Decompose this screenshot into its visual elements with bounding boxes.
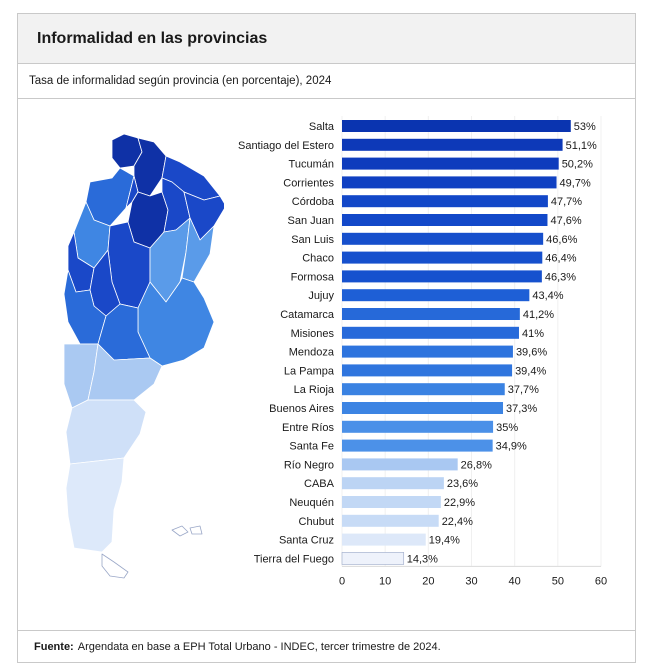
x-tick-label: 10: [379, 575, 391, 587]
bar-value-label: 37,7%: [508, 384, 539, 396]
bar: [341, 552, 405, 565]
category-label: Tucumán: [289, 159, 334, 171]
category-label: Río Negro: [284, 459, 334, 471]
bar-value-label: 43,4%: [532, 290, 563, 302]
bar: [342, 439, 493, 452]
x-tick-label: 60: [595, 575, 607, 587]
category-label: Córdoba: [292, 196, 335, 208]
bar: [342, 364, 513, 377]
bar: [342, 383, 505, 396]
bar-value-label: 41%: [522, 328, 544, 340]
bar: [342, 157, 559, 170]
category-label: Neuquén: [289, 497, 334, 509]
bar: [342, 251, 543, 264]
bar: [342, 477, 444, 490]
x-tick-label: 30: [465, 575, 477, 587]
category-label: Catamarca: [280, 309, 335, 321]
bar-chart: 0 10 20 30 40 50 60 Salta 53% Santiago del Estero…: [238, 116, 607, 587]
bar: [342, 232, 544, 245]
category-label: Buenos Aires: [269, 403, 334, 415]
map-region-malvinas: [171, 525, 203, 537]
category-label: Formosa: [291, 271, 335, 283]
bar: [342, 120, 571, 132]
bar-value-label: 53%: [574, 121, 596, 133]
category-label: La Pampa: [284, 365, 335, 377]
category-label: San Juan: [288, 215, 334, 227]
category-label: San Luis: [291, 234, 334, 246]
bar-value-label: 46,6%: [546, 234, 577, 246]
category-label: Chubut: [299, 516, 334, 528]
bar: [342, 496, 441, 508]
bar: [342, 402, 504, 414]
chart-card: Informalidad en las provincias Tasa de i…: [17, 13, 636, 663]
bar-value-label: 23,6%: [447, 478, 478, 490]
bar-value-label: 39,4%: [515, 365, 546, 377]
bar-value-label: 22,9%: [444, 497, 475, 509]
bar: [342, 326, 519, 339]
map-region-chubut: [65, 399, 147, 465]
category-label: Chaco: [302, 253, 334, 265]
bar: [342, 195, 548, 208]
argentina-map: [63, 133, 224, 579]
bar-value-label: 37,3%: [506, 403, 537, 415]
bar: [342, 270, 542, 283]
bar: [342, 345, 513, 358]
map-region-entrerios: [181, 217, 215, 283]
chart-title: Informalidad en las provincias: [37, 29, 268, 47]
category-label: Santa Fe: [289, 441, 334, 453]
bar: [342, 138, 563, 151]
footer-label: Fuente:: [34, 640, 74, 653]
category-label: Santiago del Estero: [238, 140, 334, 152]
x-tick-label: 40: [509, 575, 521, 587]
bar: [342, 458, 458, 471]
category-label: Jujuy: [308, 290, 334, 302]
category-label: Misiones: [291, 328, 335, 340]
bar: [342, 533, 426, 546]
category-label: La Rioja: [294, 384, 335, 396]
category-label: Santa Cruz: [279, 535, 334, 547]
map-region-rionegro: [87, 343, 163, 401]
chart-footer: Fuente: Argendata en base a EPH Total Ur…: [18, 630, 635, 662]
category-label: Entre Ríos: [282, 422, 334, 434]
bar-value-label: 22,4%: [442, 516, 473, 528]
bar-value-label: 46,4%: [545, 253, 576, 265]
category-label: Tierra del Fuego: [254, 553, 334, 565]
x-tick-label: 0: [339, 575, 345, 587]
map-region-santacruz: [65, 457, 125, 553]
bar: [342, 308, 520, 320]
bar-value-label: 41,2%: [523, 309, 554, 321]
bar: [342, 214, 548, 226]
bar-value-label: 34,9%: [496, 441, 527, 453]
bar-value-label: 47,6%: [550, 215, 581, 227]
card-header: Informalidad en las provincias: [18, 14, 635, 64]
bar-value-label: 46,3%: [545, 271, 576, 283]
bar-value-label: 51,1%: [566, 140, 597, 152]
bar: [342, 514, 439, 527]
bar-value-label: 14,3%: [407, 553, 438, 565]
footer-source: Argendata en base a EPH Total Urbano - I…: [77, 640, 441, 653]
category-label: Salta: [309, 121, 335, 133]
x-tick-label: 20: [422, 575, 434, 587]
bar-value-label: 19,4%: [429, 535, 460, 547]
category-label: Mendoza: [289, 347, 335, 359]
bar-value-label: 47,7%: [551, 196, 582, 208]
chart-subtitle: Tasa de informalidad según provincia (en…: [29, 75, 332, 87]
bar: [342, 176, 557, 189]
bar: [342, 420, 494, 433]
category-label: Corrientes: [283, 177, 334, 189]
card-subheader: Tasa de informalidad según provincia (en…: [18, 64, 635, 99]
category-label: CABA: [304, 478, 335, 490]
bar-value-label: 49,7%: [560, 177, 591, 189]
bar-value-label: 50,2%: [562, 159, 593, 171]
bar-value-label: 26,8%: [461, 459, 492, 471]
bar-value-label: 35%: [496, 422, 518, 434]
bar: [342, 289, 530, 302]
x-tick-label: 50: [552, 575, 564, 587]
map-region-tierradelfuego: [101, 553, 129, 579]
bar-value-label: 39,6%: [516, 347, 547, 359]
